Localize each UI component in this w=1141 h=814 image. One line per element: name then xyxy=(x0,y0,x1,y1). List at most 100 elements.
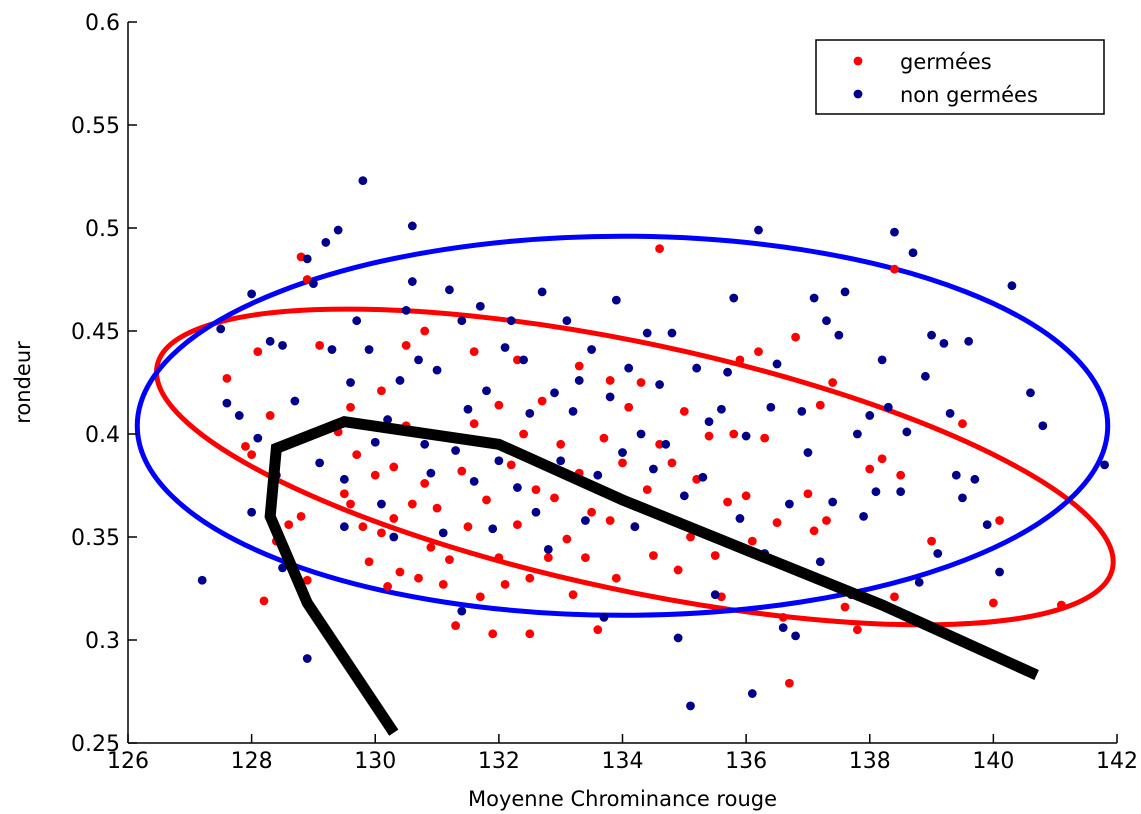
class-ellipses xyxy=(134,233,1116,628)
point-germees xyxy=(791,332,800,342)
point-germees xyxy=(494,400,504,410)
y-tick-label: 0.55 xyxy=(71,114,120,139)
legend-box xyxy=(815,39,1105,115)
point-non-germees xyxy=(896,487,906,497)
point-germees xyxy=(686,532,695,542)
point-germees xyxy=(302,275,312,284)
point-non-germees xyxy=(828,497,838,507)
point-germees xyxy=(723,497,732,507)
legend-marker xyxy=(853,89,863,99)
point-germees xyxy=(506,460,516,470)
point-non-germees xyxy=(457,316,467,326)
x-tick-label: 130 xyxy=(354,749,396,774)
point-non-germees xyxy=(883,402,893,412)
point-germees xyxy=(253,347,263,356)
point-non-germees xyxy=(531,507,541,517)
point-non-germees xyxy=(290,396,300,406)
point-germees xyxy=(673,565,683,575)
point-non-germees xyxy=(723,367,732,377)
point-non-germees xyxy=(995,567,1004,577)
point-germees xyxy=(426,542,436,552)
point-non-germees xyxy=(525,409,535,418)
point-germees xyxy=(513,520,522,530)
y-tick-label: 0.5 xyxy=(85,217,120,242)
point-germees xyxy=(988,598,998,608)
point-germees xyxy=(574,361,584,371)
point-germees xyxy=(865,464,875,474)
point-non-germees xyxy=(692,363,702,373)
point-germees xyxy=(642,485,652,495)
point-non-germees xyxy=(352,316,362,326)
point-germees xyxy=(407,499,417,509)
point-non-germees xyxy=(877,355,887,365)
point-non-germees xyxy=(278,341,287,350)
point-germees xyxy=(556,439,566,449)
point-non-germees xyxy=(624,363,634,373)
point-non-germees xyxy=(247,289,257,299)
legend: germées non germées xyxy=(815,39,1105,115)
point-germees xyxy=(828,378,838,387)
y-tick-label: 0.25 xyxy=(71,732,120,757)
point-non-germees xyxy=(667,328,677,338)
point-germees xyxy=(618,458,627,468)
point-germees xyxy=(463,522,473,532)
point-germees xyxy=(469,419,479,429)
point-non-germees xyxy=(550,388,559,398)
point-non-germees xyxy=(710,590,720,600)
y-tick-label: 0.4 xyxy=(85,423,120,448)
point-non-germees xyxy=(945,409,955,418)
point-germees xyxy=(852,625,862,635)
point-non-germees xyxy=(778,623,788,633)
point-germees xyxy=(754,347,763,356)
x-tick-label: 134 xyxy=(602,749,644,774)
point-germees xyxy=(377,386,386,396)
point-germees xyxy=(562,534,572,544)
point-germees xyxy=(389,462,399,472)
point-non-germees xyxy=(890,227,899,237)
point-non-germees xyxy=(519,355,528,365)
point-germees xyxy=(358,522,368,532)
point-non-germees xyxy=(766,402,776,412)
point-germees xyxy=(729,429,739,439)
point-non-germees xyxy=(852,429,862,439)
x-axis-title: Moyenne Chrominance rouge xyxy=(468,787,777,811)
point-non-germees xyxy=(1038,421,1048,431)
y-tick-label: 0.6 xyxy=(85,11,120,36)
point-non-germees xyxy=(265,336,275,346)
point-germees xyxy=(890,264,899,274)
point-non-germees xyxy=(537,287,547,297)
point-non-germees xyxy=(797,406,807,416)
point-germees xyxy=(995,516,1004,525)
point-germees xyxy=(840,602,850,612)
point-germees xyxy=(296,512,306,521)
x-tick-label: 142 xyxy=(1096,749,1138,774)
point-germees xyxy=(877,454,887,464)
ellipse-1 xyxy=(154,306,1116,628)
point-germees xyxy=(735,355,745,365)
point-germees xyxy=(593,625,603,635)
point-non-germees xyxy=(407,277,417,286)
point-non-germees xyxy=(197,575,207,585)
point-non-germees xyxy=(513,483,522,492)
point-non-germees xyxy=(791,631,800,641)
point-non-germees xyxy=(568,406,578,416)
point-non-germees xyxy=(321,238,331,247)
point-germees xyxy=(741,491,751,501)
point-germees xyxy=(531,485,541,495)
point-germees xyxy=(445,555,454,565)
point-germees xyxy=(420,479,430,488)
point-germees xyxy=(655,439,664,449)
point-germees xyxy=(543,553,553,562)
point-germees xyxy=(778,612,788,622)
point-non-germees xyxy=(500,343,510,352)
point-non-germees xyxy=(234,411,244,420)
point-non-germees xyxy=(939,338,949,348)
point-germees xyxy=(377,528,386,538)
point-non-germees xyxy=(735,514,745,523)
point-non-germees xyxy=(333,225,343,235)
point-germees xyxy=(370,470,380,480)
y-tick-label: 0.3 xyxy=(85,629,120,654)
point-non-germees xyxy=(649,464,658,474)
data-points xyxy=(197,176,1110,711)
